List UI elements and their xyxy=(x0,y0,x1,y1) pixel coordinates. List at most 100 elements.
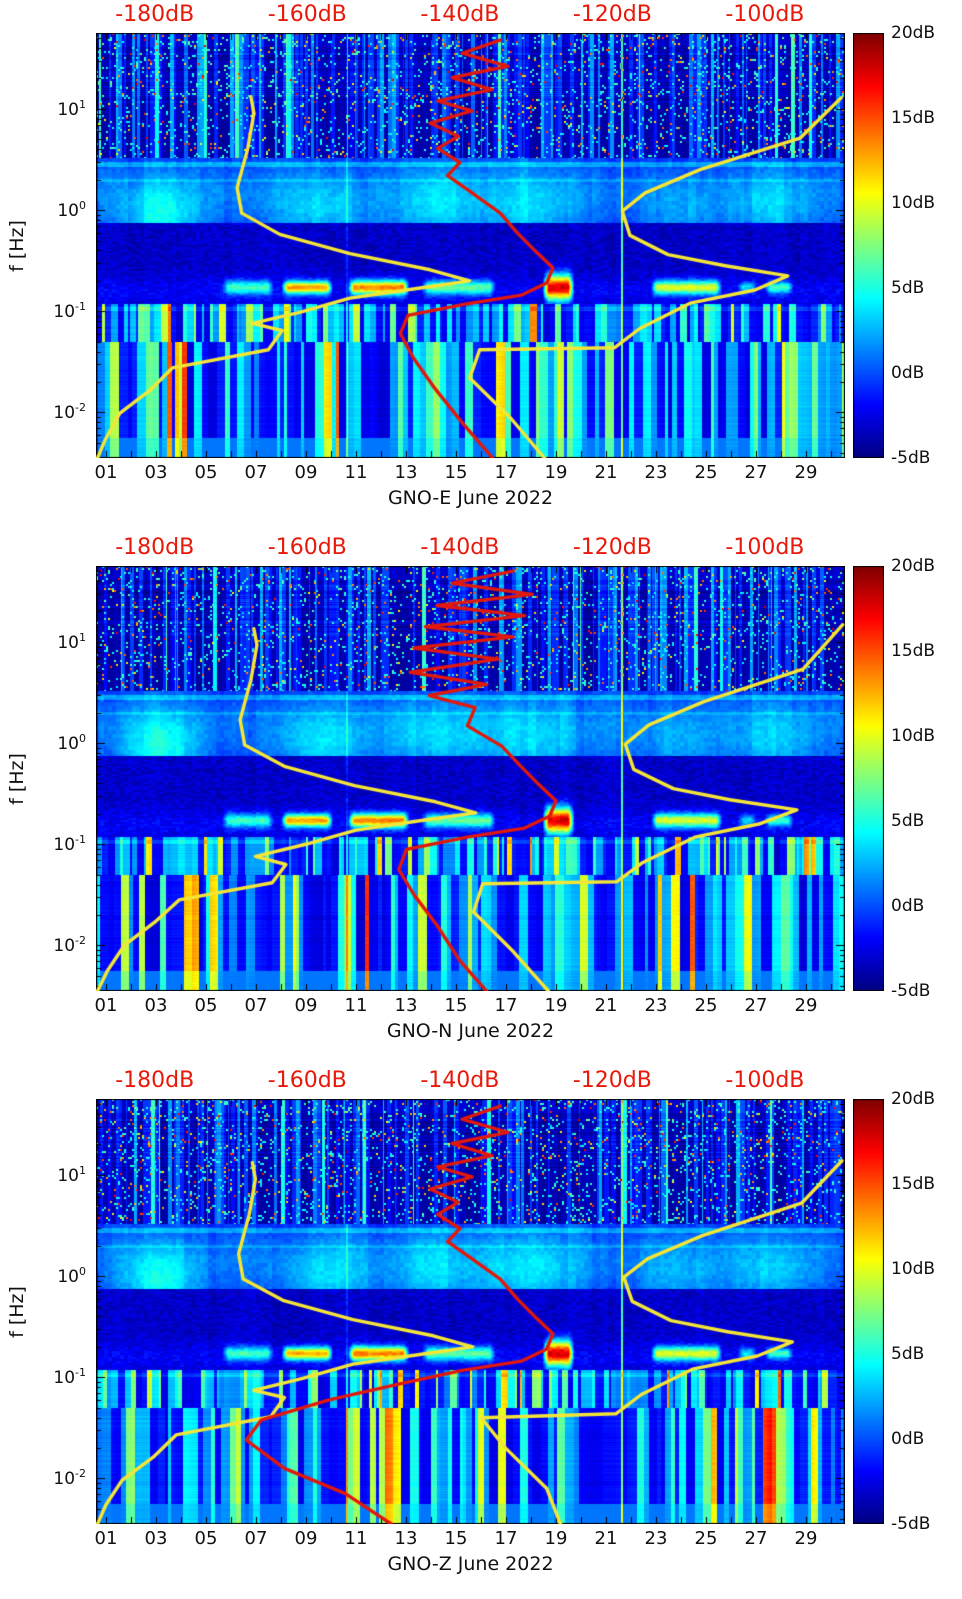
y-tick-label: 10-1 xyxy=(53,1366,86,1389)
top-db-tick-label: -160dB xyxy=(267,1068,347,1093)
x-tick-label: 11 xyxy=(344,995,368,1016)
colorbar-tick-label: 5dB xyxy=(891,278,925,298)
x-tick-label: 27 xyxy=(744,462,768,483)
colorbar-tick-label: -5dB xyxy=(891,981,931,1001)
top-db-tick-label: -140dB xyxy=(420,535,500,560)
top-db-tick-label: -100dB xyxy=(725,2,805,27)
colorbar-tick-label: 0dB xyxy=(891,363,925,383)
top-db-tick-label: -100dB xyxy=(725,1068,805,1093)
y-tick-label: 100 xyxy=(57,199,86,221)
spectrogram-canvas xyxy=(96,33,845,458)
x-tick-label: 13 xyxy=(394,1528,418,1549)
colorbar-tick-labels: 20dB 15dB 10dB 5dB 0dB -5dB xyxy=(891,556,961,1001)
spectrogram-panel-gno-n: -180dB -160dB -140dB -120dB -100dB 101 100 10-… xyxy=(0,533,962,1066)
x-tick-label: 29 xyxy=(794,995,818,1016)
top-db-tick-label: -120dB xyxy=(572,1068,652,1093)
x-tick-label: 07 xyxy=(244,995,268,1016)
colorbar-tick-label: 20dB xyxy=(891,23,936,43)
y-tick-label: 10-1 xyxy=(53,833,86,856)
x-tick-label: 03 xyxy=(144,1528,168,1549)
top-db-tick-label: -180dB xyxy=(115,535,195,560)
x-tick-label: 23 xyxy=(644,1528,668,1549)
spectrogram-panel-gno-z: -180dB -160dB -140dB -120dB -100dB 101 100 10-… xyxy=(0,1066,962,1599)
x-tick-label: 19 xyxy=(544,462,568,483)
y-tick-label: 100 xyxy=(57,732,86,754)
y-tick-label: 10-2 xyxy=(53,401,86,424)
x-axis-label: GNO-E June 2022 xyxy=(387,487,554,509)
colorbar-tick-labels: 20dB 15dB 10dB 5dB 0dB -5dB xyxy=(891,23,961,468)
y-axis-label: f [Hz] xyxy=(6,220,28,272)
x-tick-label: 11 xyxy=(344,1528,368,1549)
colorbar-tick-label: 0dB xyxy=(891,896,925,916)
x-tick-label: 13 xyxy=(394,462,418,483)
colorbar-tick-label: 10dB xyxy=(891,726,936,746)
x-tick-label: 11 xyxy=(344,462,368,483)
x-tick-label: 19 xyxy=(544,1528,568,1549)
top-db-tick-label: -160dB xyxy=(267,2,347,27)
colorbar-tick-label: 20dB xyxy=(891,556,936,576)
x-axis-label: GNO-N June 2022 xyxy=(386,1020,555,1042)
y-tick-label: 10-1 xyxy=(53,300,86,323)
x-tick-label: 01 xyxy=(94,995,118,1016)
x-tick-labels: 01 03 05 07 09 11 13 15 17 19 21 23 25 27 29 xyxy=(94,462,845,484)
x-tick-label: 27 xyxy=(744,995,768,1016)
colorbar-tick-label: 0dB xyxy=(891,1429,925,1449)
x-tick-labels: 01 03 05 07 09 11 13 15 17 19 21 23 25 27 29 xyxy=(94,995,845,1017)
top-db-tick-label: -120dB xyxy=(572,535,652,560)
y-tick-label: 101 xyxy=(57,98,86,120)
colorbar-tick-labels: 20dB 15dB 10dB 5dB 0dB -5dB xyxy=(891,1089,961,1534)
colorbar-tick-label: 10dB xyxy=(891,193,936,213)
y-tick-labels: 101 100 10-1 10-2 xyxy=(0,1099,90,1524)
colorbar xyxy=(853,33,884,458)
colorbar-tick-label: 20dB xyxy=(891,1089,936,1109)
colorbar-tick-label: -5dB xyxy=(891,1514,931,1534)
top-db-tick-label: -120dB xyxy=(572,2,652,27)
y-tick-label: 101 xyxy=(57,1164,86,1186)
x-tick-label: 15 xyxy=(444,1528,468,1549)
top-db-axis: -180dB -160dB -140dB -120dB -100dB xyxy=(96,535,845,563)
x-tick-label: 07 xyxy=(244,1528,268,1549)
x-tick-label: 01 xyxy=(94,1528,118,1549)
x-tick-label: 05 xyxy=(194,462,218,483)
x-tick-label: 25 xyxy=(694,462,718,483)
y-axis-label: f [Hz] xyxy=(6,1286,28,1338)
x-tick-label: 25 xyxy=(694,1528,718,1549)
y-tick-labels: 101 100 10-1 10-2 xyxy=(0,566,90,991)
colorbar-tick-label: 5dB xyxy=(891,1344,925,1364)
top-db-tick-label: -140dB xyxy=(420,2,500,27)
x-axis-label: GNO-Z June 2022 xyxy=(387,1553,554,1575)
top-db-axis: -180dB -160dB -140dB -120dB -100dB xyxy=(96,1068,845,1096)
top-db-tick-label: -100dB xyxy=(725,535,805,560)
x-tick-label: 15 xyxy=(444,995,468,1016)
x-tick-label: 21 xyxy=(594,1528,618,1549)
x-tick-labels: 01 03 05 07 09 11 13 15 17 19 21 23 25 27 29 xyxy=(94,1528,845,1550)
x-tick-label: 01 xyxy=(94,462,118,483)
x-tick-label: 09 xyxy=(294,995,318,1016)
top-db-axis: -180dB -160dB -140dB -120dB -100dB xyxy=(96,2,845,30)
colorbar-tick-label: 15dB xyxy=(891,1174,936,1194)
colorbar xyxy=(853,566,884,991)
x-tick-label: 27 xyxy=(744,1528,768,1549)
x-tick-label: 17 xyxy=(494,1528,518,1549)
x-tick-label: 03 xyxy=(144,995,168,1016)
x-tick-label: 09 xyxy=(294,1528,318,1549)
colorbar-tick-label: 15dB xyxy=(891,641,936,661)
x-tick-label: 15 xyxy=(444,462,468,483)
x-tick-label: 23 xyxy=(644,462,668,483)
top-db-tick-label: -140dB xyxy=(420,1068,500,1093)
top-db-tick-label: -180dB xyxy=(115,2,195,27)
y-tick-label: 10-2 xyxy=(53,1467,86,1490)
y-axis-label: f [Hz] xyxy=(6,753,28,805)
colorbar-tick-label: -5dB xyxy=(891,448,931,468)
spectrogram-canvas xyxy=(96,1099,845,1524)
x-tick-label: 07 xyxy=(244,462,268,483)
spectrogram-canvas xyxy=(96,566,845,991)
y-tick-labels: 101 100 10-1 10-2 xyxy=(0,33,90,458)
x-tick-label: 19 xyxy=(544,995,568,1016)
x-tick-label: 05 xyxy=(194,995,218,1016)
x-tick-label: 23 xyxy=(644,995,668,1016)
x-tick-label: 29 xyxy=(794,462,818,483)
y-tick-label: 10-2 xyxy=(53,934,86,957)
x-tick-label: 25 xyxy=(694,995,718,1016)
x-tick-label: 17 xyxy=(494,462,518,483)
